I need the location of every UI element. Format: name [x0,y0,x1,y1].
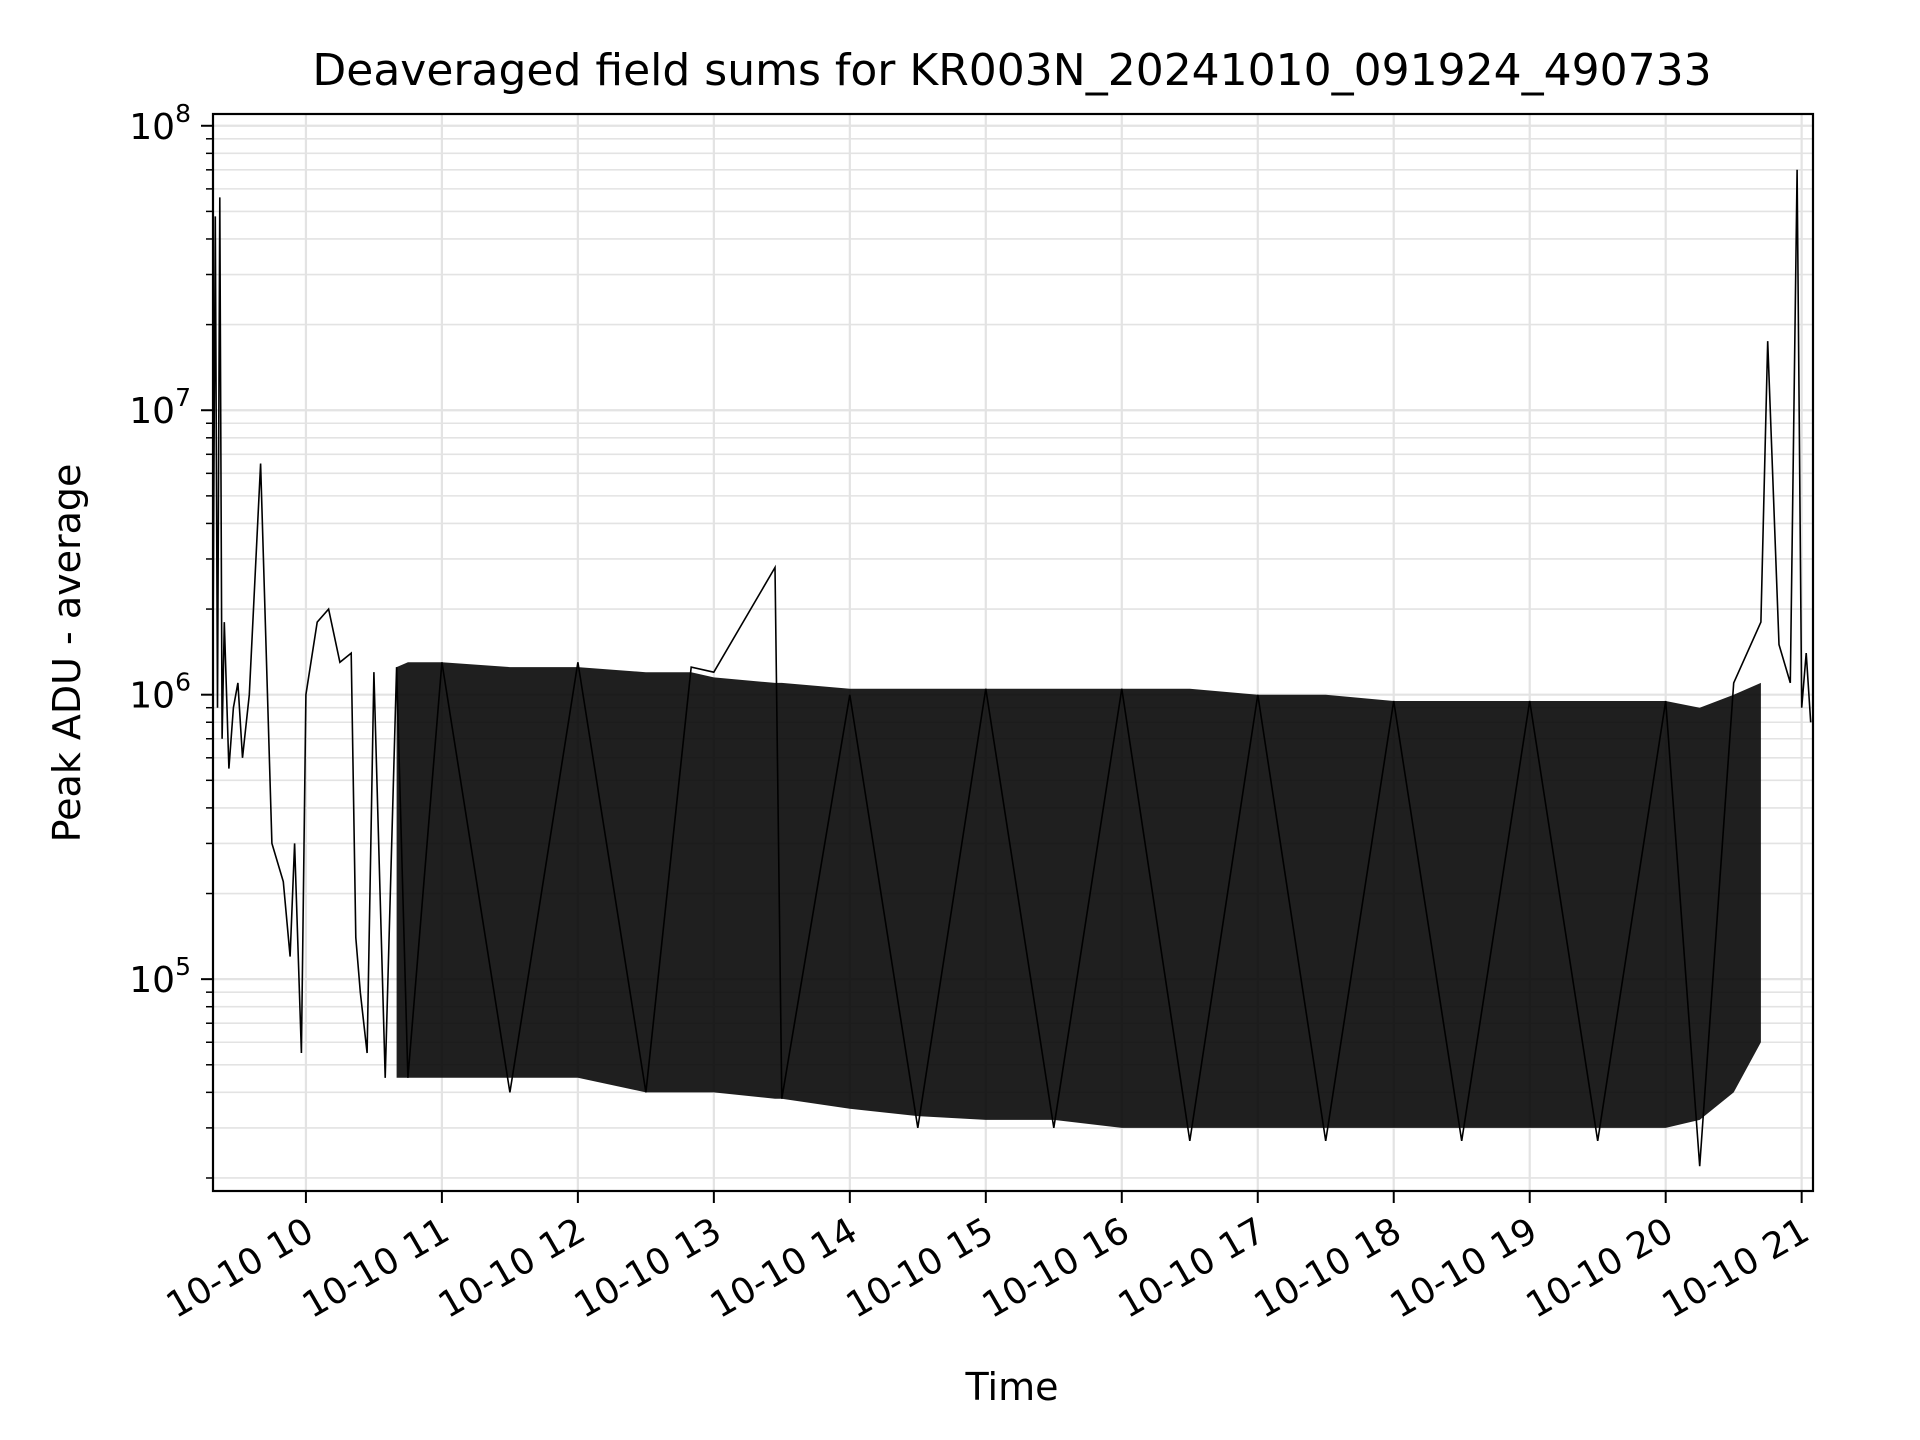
series-group [213,169,1812,1167]
x-tick-label: 10-10 12 [432,1210,593,1326]
x-axis-label: Time [965,1365,1059,1409]
x-tick-label: 10-10 18 [1248,1210,1409,1326]
x-tick-label: 10-10 21 [1655,1210,1816,1326]
y-tick-label: 108 [129,99,191,148]
x-tick-label: 10-10 19 [1384,1210,1545,1326]
series-line [213,169,1812,1167]
series-band [396,662,1761,1128]
x-tick-label: 10-10 10 [160,1210,321,1326]
y-tick-label: 107 [129,383,191,432]
x-tick-label: 10-10 16 [976,1210,1137,1326]
series-clip [213,169,1812,1167]
x-tick-label: 10-10 11 [296,1210,457,1326]
y-axis-label: Peak ADU - average [45,464,89,843]
x-tick-label: 10-10 14 [704,1210,865,1326]
chart-title: Deaveraged field sums for KR003N_2024101… [312,45,1711,96]
y-tick-label: 105 [129,952,191,1001]
x-tick-label: 10-10 15 [840,1210,1001,1326]
x-tick-label: 10-10 20 [1520,1210,1681,1326]
plot-frame [211,112,1815,1193]
y-tick-label: 106 [129,668,191,717]
x-tick-label: 10-10 17 [1112,1210,1273,1326]
y-axis: 105 106 107 108 [129,99,213,1179]
x-tick-label: 10-10 13 [568,1210,729,1326]
